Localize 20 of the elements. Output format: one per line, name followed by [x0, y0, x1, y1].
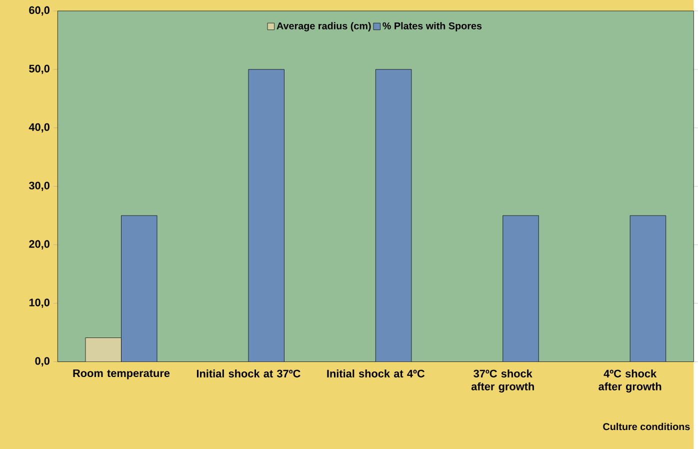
y-tick-label: 10,0	[29, 298, 50, 308]
bar	[375, 69, 412, 362]
x-tick-label: Room temperature	[73, 369, 170, 380]
x-tick-label: Initial shock at 4ºC	[327, 369, 425, 378]
legend-label: % Plates with Spores	[382, 22, 482, 32]
y-tick-label: 50,0	[29, 64, 50, 74]
x-tick-label: Initial shock at 37ºC	[196, 369, 300, 378]
x-tick-label: 4ºC shock after growth	[598, 369, 662, 392]
y-tick-label: 30,0	[28, 182, 50, 191]
y-tick-label: 0,0	[35, 357, 50, 366]
x-axis-title: Culture conditions	[603, 422, 690, 430]
y-tick-label: 40,0	[28, 123, 50, 132]
legend-label: Average radius (cm)	[276, 22, 371, 32]
bar	[248, 69, 284, 362]
y-tick-label: 60,0	[29, 6, 50, 16]
bar	[121, 215, 158, 362]
bar	[630, 215, 666, 362]
bar	[502, 215, 539, 362]
y-tick-label: 20,0	[29, 240, 50, 250]
x-tick-label: 37ºC shock after growth	[471, 369, 534, 392]
